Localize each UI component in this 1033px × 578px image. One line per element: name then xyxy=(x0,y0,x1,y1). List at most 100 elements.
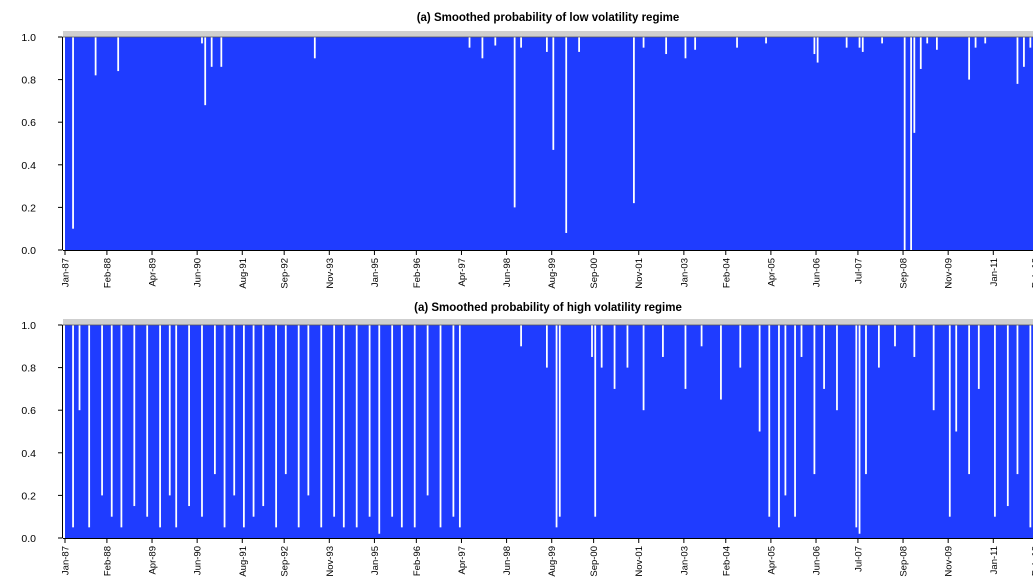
x-tick-label: Feb-96 xyxy=(412,546,423,576)
x-tick-label: Feb-88 xyxy=(102,258,113,288)
probability-dip xyxy=(642,37,645,48)
probability-dip xyxy=(233,325,236,496)
probability-dip xyxy=(994,325,996,517)
probability-dip xyxy=(558,325,561,517)
probability-dip xyxy=(739,325,742,368)
probability-dip xyxy=(552,37,555,150)
y-tick-label: 0.4 xyxy=(21,160,36,172)
probability-dip xyxy=(320,325,323,528)
probability-dip xyxy=(355,325,358,528)
probability-dip xyxy=(72,37,74,229)
probability-dip xyxy=(578,37,580,52)
probability-dip xyxy=(968,325,971,475)
probability-dip xyxy=(816,37,819,63)
probability-dip xyxy=(881,37,883,44)
probability-dip xyxy=(458,325,461,528)
probability-dip xyxy=(823,325,825,389)
probability-dip xyxy=(400,325,403,528)
x-tick-label: Nov-93 xyxy=(325,258,336,289)
probability-dip xyxy=(684,325,687,389)
probability-dip xyxy=(700,325,703,347)
low-volatility-panel: (a) Smoothed probability of low volatili… xyxy=(21,12,1033,289)
probability-dip xyxy=(662,325,664,357)
low-volatility-title: (a) Smoothed probability of low volatili… xyxy=(417,12,680,24)
probability-dip xyxy=(188,325,190,507)
probability-dip xyxy=(626,325,629,368)
probability-dip xyxy=(684,37,687,59)
probability-dip xyxy=(903,37,906,250)
x-tick-label: Apr-89 xyxy=(148,546,159,575)
probability-dip xyxy=(439,325,442,528)
probability-dip xyxy=(342,325,345,528)
probability-dip xyxy=(633,37,635,204)
probability-dip xyxy=(243,325,245,528)
probability-dip xyxy=(1029,37,1032,48)
x-tick-label: Jun-06 xyxy=(812,258,823,287)
probability-dip xyxy=(855,325,858,528)
probability-dip xyxy=(201,325,203,517)
probability-dip xyxy=(520,37,522,48)
probability-dip xyxy=(913,325,916,357)
probability-dip xyxy=(175,325,178,528)
x-tick-label: Sep-08 xyxy=(899,546,910,577)
probability-dip xyxy=(948,325,951,517)
probability-dip xyxy=(391,325,394,517)
probability-dip xyxy=(146,325,149,517)
x-tick-label: Feb-04 xyxy=(721,546,732,576)
x-tick-label: Jan-03 xyxy=(679,258,690,287)
x-tick-label: Apr-89 xyxy=(148,258,159,287)
probability-dip xyxy=(1023,37,1025,67)
probability-area xyxy=(65,325,1033,538)
probability-dip xyxy=(262,325,265,507)
probability-dip xyxy=(88,325,91,528)
top-rug xyxy=(63,31,1033,37)
x-tick-label: Feb-12 xyxy=(1031,258,1033,288)
x-tick-label: Feb-88 xyxy=(102,546,113,576)
x-tick-label: Sep-92 xyxy=(280,258,291,289)
x-tick-label: Jun-90 xyxy=(193,546,204,575)
probability-dip xyxy=(120,325,123,528)
probability-dip xyxy=(910,37,912,250)
probability-dip xyxy=(858,37,861,48)
x-tick-label: Jan-87 xyxy=(61,546,72,575)
probability-dip xyxy=(784,325,787,496)
probability-dip xyxy=(861,37,864,52)
x-tick-label: Sep-00 xyxy=(589,258,600,289)
probability-dip xyxy=(513,37,516,208)
y-tick-label: 0.2 xyxy=(21,490,36,502)
probability-dip xyxy=(594,325,597,517)
probability-dip xyxy=(368,325,371,517)
probability-dip xyxy=(955,325,958,432)
x-tick-label: Nov-01 xyxy=(634,258,645,289)
y-tick-label: 1.0 xyxy=(21,32,36,44)
x-tick-label: Nov-01 xyxy=(634,546,645,577)
probability-dip xyxy=(926,37,929,44)
probability-dip xyxy=(865,325,867,475)
probability-dip xyxy=(613,325,616,389)
y-tick-label: 0.0 xyxy=(21,245,36,257)
x-tick-label: Apr-97 xyxy=(457,546,468,575)
probability-dip xyxy=(545,325,548,368)
probability-dip xyxy=(984,37,987,44)
probability-dip xyxy=(1029,325,1032,528)
probability-dip xyxy=(936,37,938,50)
probability-dip xyxy=(794,325,796,517)
x-tick-label: Feb-12 xyxy=(1031,546,1033,576)
probability-dip xyxy=(413,325,416,528)
x-tick-label: Apr-97 xyxy=(457,258,468,287)
probability-dip xyxy=(78,325,81,411)
probability-dip xyxy=(201,37,203,44)
x-tick-label: Apr-05 xyxy=(766,258,777,287)
x-tick-label: Nov-93 xyxy=(325,546,336,577)
probability-dip xyxy=(210,37,213,67)
probability-dip xyxy=(565,37,568,233)
probability-dip xyxy=(765,37,767,44)
x-tick-label: Sep-92 xyxy=(280,546,291,577)
high-volatility-plot-area: 0.0 0.2 0.4 0.6 0.8 1.0 Jan-87 Feb-88 Apr-89 Jun-… xyxy=(21,319,1033,577)
probability-dip xyxy=(494,37,497,46)
x-tick-label: Feb-04 xyxy=(721,258,732,288)
probability-dip xyxy=(213,325,216,475)
x-tick-label: Aug-91 xyxy=(238,546,249,577)
y-tick-label: 0.4 xyxy=(21,448,36,460)
probability-dip xyxy=(800,325,803,357)
